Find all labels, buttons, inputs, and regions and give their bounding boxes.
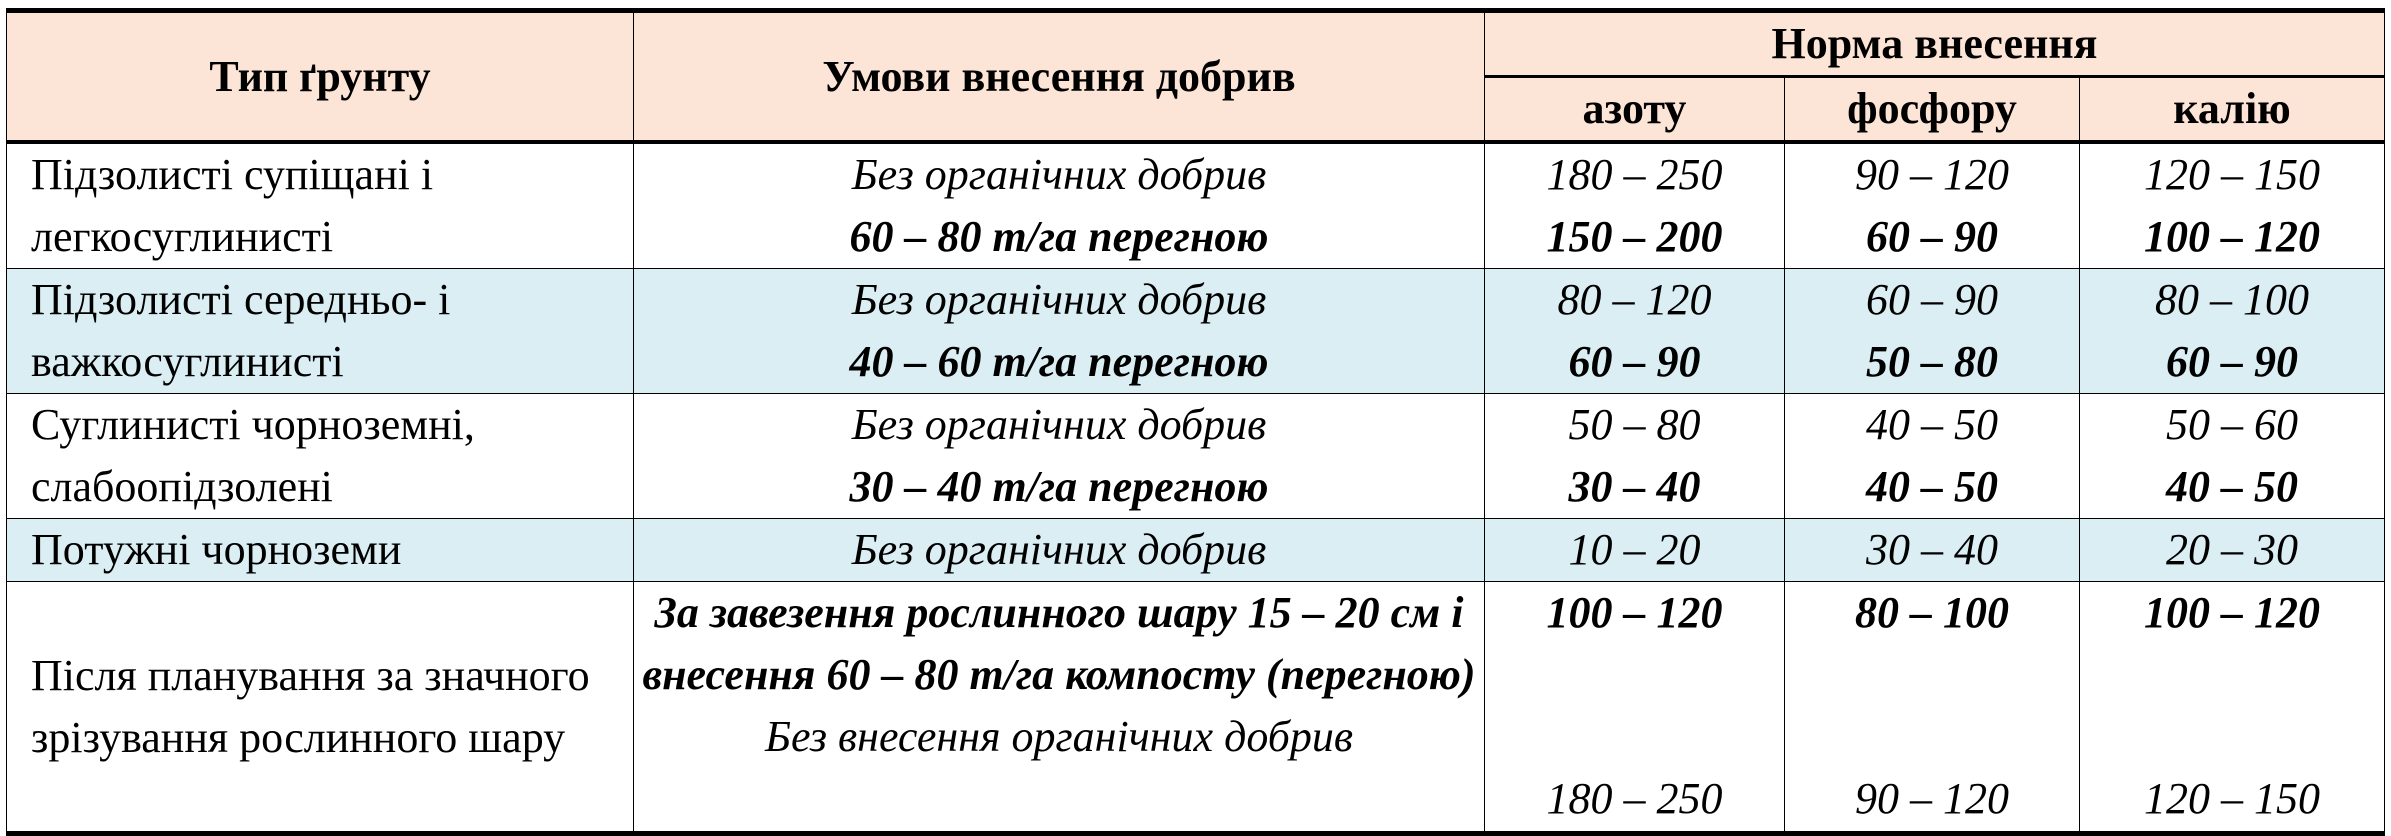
header-nitrogen: азоту: [1484, 76, 1785, 144]
table-row: Суглинисті чорноземні, слабоопідзолені Бе…: [6, 393, 2385, 519]
table-row: Підзолисті середньо- і важкосуглинисті Бе…: [6, 268, 2385, 394]
value: Без органічних добрив: [851, 525, 1267, 574]
soil-type-cell: Підзолисті середньо- і важкосуглинисті: [6, 268, 634, 394]
fertilizer-norms-table: Тип ґрунту Умови внесення добрив Норма в…: [6, 8, 2385, 836]
phosphorus-cell: 80 – 100 90 – 120: [1784, 581, 2080, 834]
potassium-cell: 100 – 120 120 – 150: [2079, 581, 2385, 834]
value: 50 – 80: [1568, 400, 1701, 449]
phosphorus-cell: 90 – 120 60 – 90: [1784, 141, 2080, 269]
soil-type-cell: Суглинисті чорноземні, слабоопідзолені: [6, 393, 634, 519]
nitrogen-cell: 180 – 250 150 – 200: [1484, 141, 1785, 269]
conditions-cell: Без органічних добрив 40 – 60 т/га перегн…: [633, 268, 1485, 394]
bold-value: 80 – 100: [1855, 588, 2009, 637]
header-soil-type: Тип ґрунту: [6, 10, 634, 144]
conditions-cell: Без органічних добрив: [633, 518, 1485, 582]
value: 180 – 250: [1546, 774, 1723, 823]
soil-type-cell: Підзолисті супіщані і легкосуглинисті: [6, 141, 634, 269]
soil-type-cell: Потужні чорноземи: [6, 518, 634, 582]
phosphorus-cell: 30 – 40: [1784, 518, 2080, 582]
value: 60 – 90: [1866, 275, 1998, 324]
table-row: Підзолисті супіщані і легкосуглинисті Без…: [6, 141, 2385, 269]
potassium-cell: 20 – 30: [2079, 518, 2385, 582]
value: 40 – 50: [1866, 400, 1998, 449]
bold-value: 40 – 50: [2166, 462, 2298, 511]
value: 80 – 120: [1557, 275, 1712, 324]
bold-value: 60 – 90: [1568, 337, 1701, 386]
potassium-cell: 50 – 60 40 – 50: [2079, 393, 2385, 519]
bold-value: 100 – 120: [2144, 588, 2320, 637]
value: 120 – 150: [2144, 150, 2320, 199]
table-row: Після планування за значного зрізування …: [6, 581, 2385, 834]
phosphorus-cell: 60 – 90 50 – 80: [1784, 268, 2080, 394]
conditions-cell: Без органічних добрив 60 – 80 т/га перегн…: [633, 141, 1485, 269]
bold-value: 50 – 80: [1866, 337, 1998, 386]
value: 30 – 40: [1866, 525, 1998, 574]
value: Без органічних добрив: [851, 275, 1267, 324]
header-conditions: Умови внесення добрив: [633, 10, 1485, 144]
nitrogen-cell: 50 – 80 30 – 40: [1484, 393, 1785, 519]
bold-value: 100 – 120: [2144, 212, 2320, 261]
value: 90 – 120: [1855, 150, 2009, 199]
conditions-cell: Без органічних добрив 30 – 40 т/га перегн…: [633, 393, 1485, 519]
value: Без внесення органічних добрив: [764, 712, 1353, 761]
bold-value: За завезення рослинного шару 15 – 20 см …: [642, 588, 1476, 699]
header-phosphorus: фосфору: [1784, 76, 2080, 144]
potassium-cell: 80 – 100 60 – 90: [2079, 268, 2385, 394]
nitrogen-cell: 100 – 120 180 – 250: [1484, 581, 1785, 834]
bold-value: 60 – 90: [1866, 212, 1998, 261]
bold-value: 150 – 200: [1546, 212, 1723, 261]
value: 180 – 250: [1546, 150, 1723, 199]
value: 120 – 150: [2144, 774, 2320, 823]
phosphorus-cell: 40 – 50 40 – 50: [1784, 393, 2080, 519]
header-potassium: калію: [2079, 76, 2385, 144]
bold-value: 60 – 80 т/га перегною: [849, 212, 1269, 261]
bold-value: 40 – 50: [1866, 462, 1998, 511]
value: 10 – 20: [1568, 525, 1701, 574]
value: Без органічних добрив: [851, 400, 1267, 449]
value: 50 – 60: [2166, 400, 2298, 449]
value: 80 – 100: [2155, 275, 2309, 324]
bold-value: 60 – 90: [2166, 337, 2298, 386]
potassium-cell: 120 – 150 100 – 120: [2079, 141, 2385, 269]
value: Без органічних добрив: [851, 150, 1267, 199]
conditions-cell: За завезення рослинного шару 15 – 20 см …: [633, 581, 1485, 834]
value: 20 – 30: [2166, 525, 2298, 574]
nitrogen-cell: 10 – 20: [1484, 518, 1785, 582]
value: 90 – 120: [1855, 774, 2009, 823]
nitrogen-cell: 80 – 120 60 – 90: [1484, 268, 1785, 394]
bold-value: 40 – 60 т/га перегною: [849, 337, 1269, 386]
table-row: Потужні чорноземи Без органічних добрив 10…: [6, 518, 2385, 582]
bold-value: 30 – 40 т/га перегною: [849, 462, 1269, 511]
soil-type-cell: Після планування за значного зрізування …: [6, 581, 634, 834]
bold-value: 100 – 120: [1546, 588, 1723, 637]
bold-value: 30 – 40: [1568, 462, 1701, 511]
header-norm: Норма внесення: [1484, 10, 2385, 78]
